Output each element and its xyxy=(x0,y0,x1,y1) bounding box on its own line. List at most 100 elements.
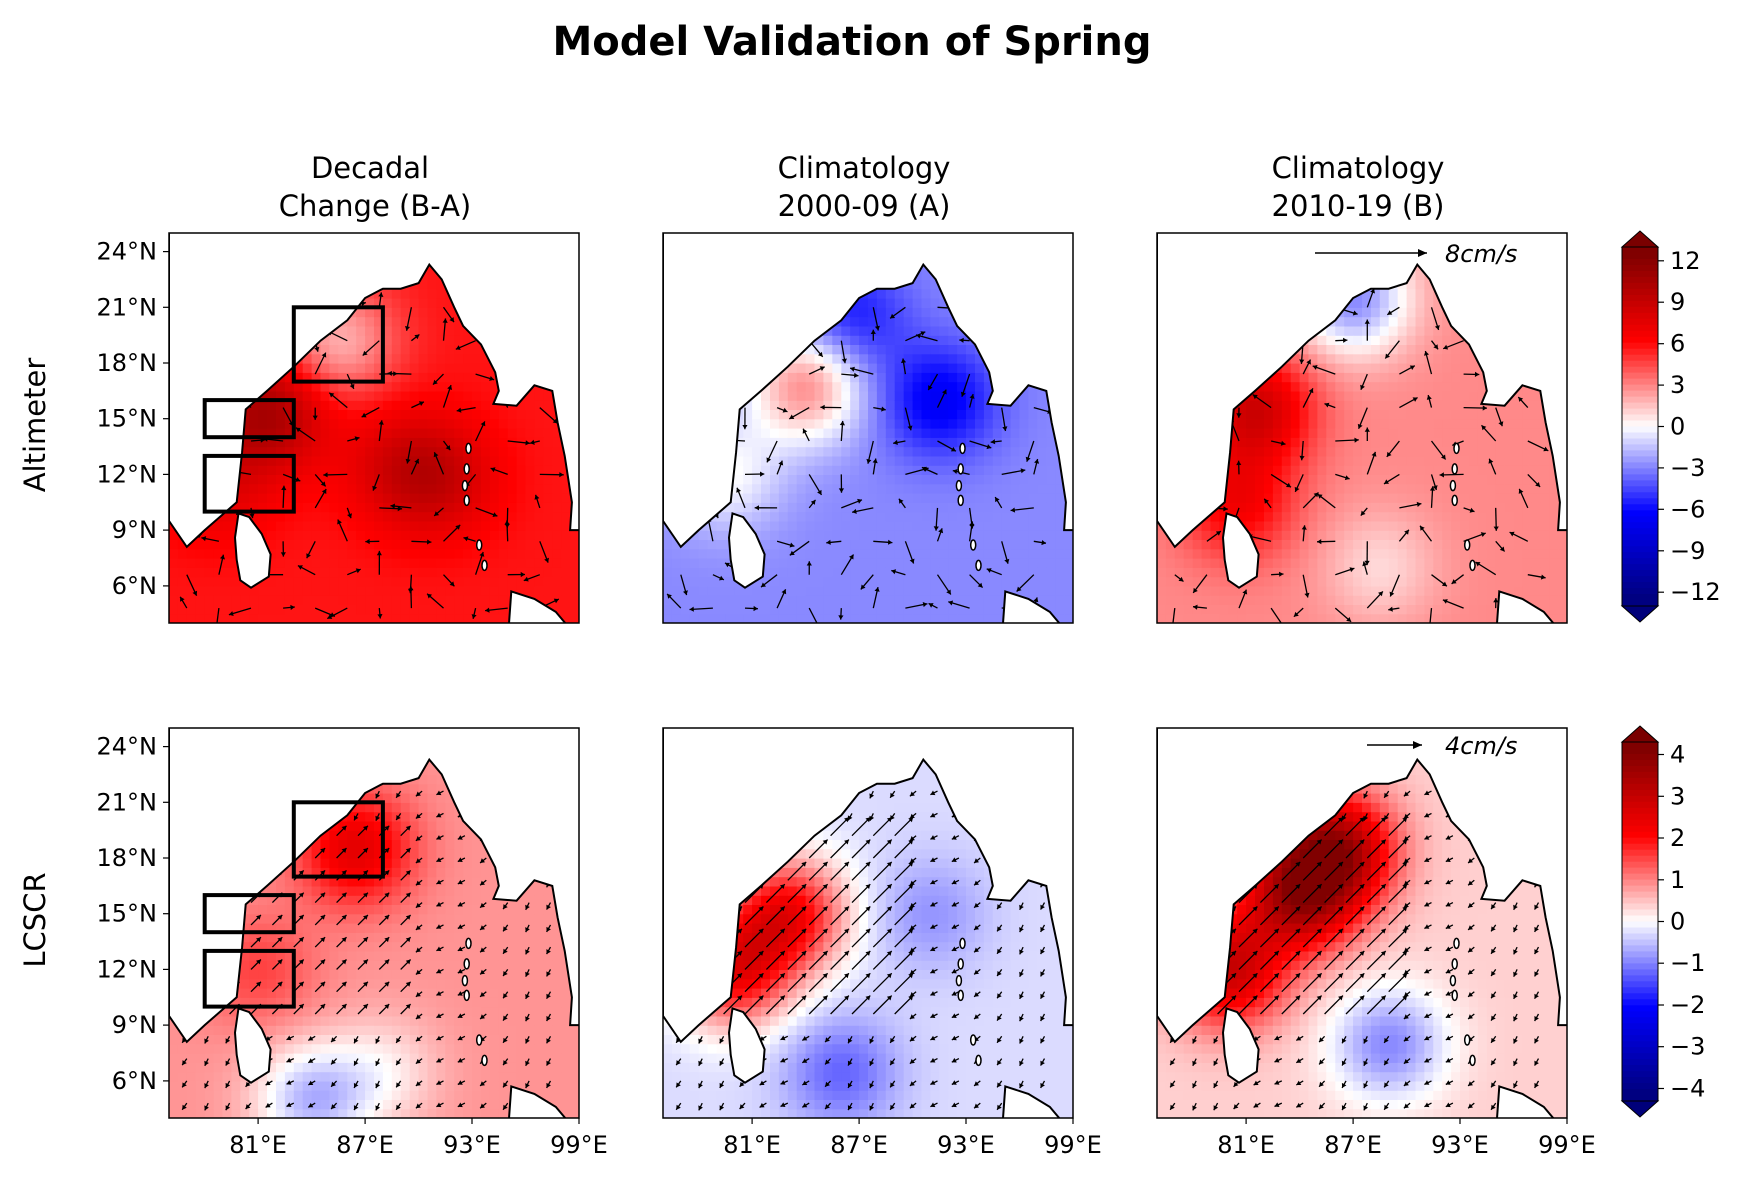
field-cell xyxy=(1157,558,1167,568)
field-cell xyxy=(284,585,295,596)
field-cell xyxy=(957,483,967,494)
field-cell xyxy=(930,298,940,308)
field-cell xyxy=(516,428,527,438)
field-cell xyxy=(832,446,842,457)
field-cell xyxy=(231,613,241,623)
field-cell xyxy=(1255,428,1265,438)
field-cell xyxy=(823,446,833,457)
field-cell xyxy=(894,613,905,623)
field-cell xyxy=(445,595,455,605)
field-cell xyxy=(930,390,940,401)
field-cell xyxy=(752,604,762,615)
field-cell xyxy=(885,437,896,448)
field-cell xyxy=(1028,502,1038,513)
field-cell xyxy=(365,493,375,503)
field-cell xyxy=(752,400,762,410)
field-cell xyxy=(823,428,833,438)
field-cell xyxy=(195,558,206,568)
field-cell xyxy=(957,558,967,568)
field-cell xyxy=(213,548,224,559)
field-cell xyxy=(1055,474,1065,485)
field-cell xyxy=(1064,595,1073,605)
field-cell xyxy=(436,400,446,410)
field-cell xyxy=(302,483,313,494)
field-cell xyxy=(204,585,215,596)
field-cell xyxy=(1246,428,1256,438)
field-cell xyxy=(1228,604,1238,615)
field-cell xyxy=(859,520,869,531)
field-cell xyxy=(249,409,259,420)
field-cell xyxy=(293,539,304,550)
field-cell xyxy=(454,530,464,540)
field-cell xyxy=(841,344,851,355)
field-cell xyxy=(983,511,994,522)
field-cell xyxy=(903,493,914,503)
field-cell xyxy=(868,520,878,531)
field-cell xyxy=(489,372,500,383)
field-cell xyxy=(481,465,491,475)
field-cell xyxy=(876,530,887,540)
field-cell xyxy=(418,520,429,531)
current-vector-head xyxy=(990,439,996,445)
field-cell xyxy=(240,446,250,457)
field-cell xyxy=(391,325,402,336)
field-cell xyxy=(770,539,780,550)
field-cell xyxy=(975,363,985,373)
field-cell xyxy=(912,455,923,466)
field-cell xyxy=(885,548,896,559)
field-cell xyxy=(966,604,976,615)
field-cell xyxy=(770,576,780,587)
field-cell xyxy=(365,613,375,623)
field-cell xyxy=(382,455,393,466)
field-cell xyxy=(445,372,455,383)
field-cell xyxy=(525,576,535,587)
field-cell xyxy=(805,400,816,410)
field-cell xyxy=(930,493,940,503)
field-cell xyxy=(374,381,384,392)
field-cell xyxy=(885,353,896,364)
field-cell xyxy=(885,502,896,513)
field-cell xyxy=(1010,446,1021,457)
field-cell xyxy=(912,474,923,485)
field-cell xyxy=(992,409,1003,420)
field-cell xyxy=(921,520,931,531)
field-cell xyxy=(1165,558,1176,568)
field-cell xyxy=(222,604,232,615)
field-cell xyxy=(1219,604,1229,615)
field-cell xyxy=(850,363,860,373)
field-cell xyxy=(293,567,304,578)
field-cell xyxy=(222,613,232,623)
field-cell xyxy=(823,335,833,345)
field-cell xyxy=(186,604,197,615)
field-cell xyxy=(1201,567,1212,578)
field-cell xyxy=(409,363,420,373)
field-cell xyxy=(302,576,313,587)
field-cell xyxy=(823,483,833,494)
field-cell xyxy=(876,548,887,559)
field-cell xyxy=(876,428,887,438)
field-cell xyxy=(436,567,446,578)
field-cell xyxy=(1228,502,1238,513)
field-cell xyxy=(975,437,985,448)
field-cell xyxy=(267,400,277,410)
field-cell xyxy=(859,363,869,373)
field-cell xyxy=(445,400,455,410)
field-cell xyxy=(912,418,923,429)
field-cell xyxy=(885,298,896,308)
field-cell xyxy=(436,446,446,457)
field-cell xyxy=(885,363,896,373)
field-cell xyxy=(454,400,464,410)
field-cell xyxy=(356,474,366,485)
field-cell xyxy=(472,558,482,568)
field-cell xyxy=(1046,558,1056,568)
field-cell xyxy=(868,446,878,457)
field-cell xyxy=(823,418,833,429)
field-cell xyxy=(814,446,824,457)
field-cell xyxy=(543,576,553,587)
field-cell xyxy=(382,474,393,485)
field-cell xyxy=(561,548,571,559)
field-cell xyxy=(966,344,976,355)
field-cell xyxy=(338,325,348,336)
field-cell xyxy=(454,595,464,605)
field-cell xyxy=(400,511,411,522)
